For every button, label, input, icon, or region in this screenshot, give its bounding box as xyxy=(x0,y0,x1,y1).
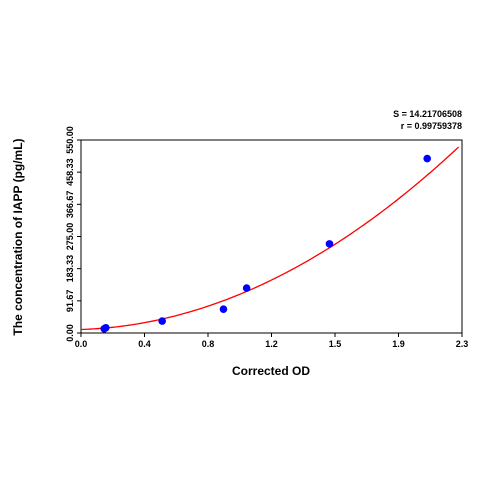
plot-frame xyxy=(80,139,463,334)
y-tick-label: 458.33 xyxy=(65,158,75,186)
x-tick-label: 0.0 xyxy=(75,339,88,349)
x-tick-label: 1.5 xyxy=(329,339,342,349)
x-axis-title: Corrected OD xyxy=(232,364,310,378)
x-tick-label: 1.2 xyxy=(265,339,278,349)
x-tick-label: 2.3 xyxy=(456,339,469,349)
x-axis-ticks: 0.0 0.4 0.8 1.2 1.5 1.9 2.3 xyxy=(75,333,469,349)
y-tick-label: 0.00 xyxy=(65,324,75,342)
x-tick-label: 1.9 xyxy=(392,339,405,349)
y-axis-title: The concentration of IAPP (pg/mL) xyxy=(11,138,25,335)
s-value-annotation: S = 14.21706508 xyxy=(393,109,462,119)
fit-curve-line xyxy=(80,146,460,331)
y-tick-label: 550.00 xyxy=(65,126,75,154)
x-tick-label: 0.8 xyxy=(202,339,215,349)
data-point xyxy=(325,240,334,248)
y-tick-label: 366.67 xyxy=(65,191,75,219)
y-tick-label: 275.00 xyxy=(65,223,75,251)
x-tick-label: 0.4 xyxy=(138,339,151,349)
r-value-annotation: r = 0.99759378 xyxy=(401,121,462,131)
y-tick-label: 183.33 xyxy=(65,255,75,283)
y-tick-label: 91.67 xyxy=(65,290,75,313)
data-points xyxy=(100,154,432,333)
y-axis-ticks: 0.00 91.67 183.33 275.00 366.67 458.33 550.00 xyxy=(65,126,81,342)
data-point xyxy=(219,305,228,313)
data-point xyxy=(242,284,251,292)
data-point xyxy=(423,154,432,163)
data-point xyxy=(158,317,166,325)
data-point xyxy=(102,323,110,332)
